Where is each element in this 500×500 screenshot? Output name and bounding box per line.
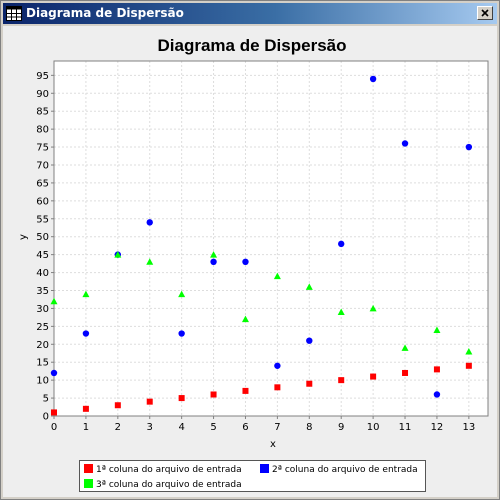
data-point-triangle [210,251,218,258]
data-point-square [306,380,313,387]
data-point-square [82,405,89,412]
data-point-triangle [465,347,473,355]
y-tick-label: 75 [36,143,49,154]
x-tick-label: 11 [399,422,412,433]
data-point-circle [369,75,377,83]
data-point-triangle [369,304,377,312]
plot-area [54,61,488,416]
data-point-triangle [50,297,58,305]
y-tick-label: 85 [36,107,49,118]
data-point-circle [82,330,90,337]
legend-swatch-blue [260,464,269,473]
x-axis-label: x [270,439,276,450]
data-point-circle [306,337,313,344]
data-point-triangle [401,344,409,351]
plot-border [53,60,489,417]
y-tick-label: 10 [36,376,49,387]
data-point-circle [401,140,409,147]
close-icon [481,9,489,17]
y-tick-label: 90 [36,89,49,100]
data-point-circle [210,258,217,266]
x-tick-label: 8 [306,422,312,433]
legend-item-series-3: 3ª coluna do arquivo de entrada [84,479,242,490]
x-tick-label: 7 [274,422,280,433]
x-tick-label: 3 [147,422,153,433]
data-point-circle [338,240,345,248]
y-tick-label: 40 [36,268,49,279]
data-point-square [146,398,153,405]
legend-label: 3ª coluna do arquivo de entrada [96,480,242,490]
data-point-circle [178,330,185,337]
data-point-square [465,362,472,369]
y-tick-label: 60 [36,196,49,207]
data-point-circle [242,258,249,266]
x-tick-label: 10 [367,422,380,433]
data-point-triangle [337,308,345,316]
scatter-chart: Diagrama de Dispersão 0 1 2 3 4 5 6 7 8 9 10 11 12 13… [18,36,489,450]
data-point-square [370,373,377,380]
x-tick-label: 2 [115,422,121,433]
data-point-triangle [241,315,249,323]
data-point-square [274,384,281,391]
data-point-square [210,391,217,398]
x-tick-label: 0 [51,422,57,433]
data-point-triangle [273,272,281,280]
y-tick-label: 70 [36,160,49,171]
window-title: Diagrama de Dispersão [26,6,184,20]
data-point-triangle [114,251,122,258]
chart-title: Diagrama de Dispersão [158,36,347,55]
x-tick-label: 5 [210,422,216,433]
data-point-triangle [433,326,441,333]
data-point-square [178,395,185,402]
data-point-circle [465,143,473,151]
y-axis-label: y [18,234,29,240]
data-point-triangle [146,258,154,265]
legend-item-series-1: 1ª coluna do arquivo de entrada [84,464,242,475]
app-table-icon [6,6,22,21]
y-tick-label: 25 [36,322,49,333]
data-point-square [114,402,121,409]
y-tick-label: 65 [36,178,49,189]
chart-panel: Diagrama de Dispersão 0 1 2 3 4 5 6 7 8 9 10 11 12 13… [3,26,497,497]
data-point-circle [274,362,281,369]
x-tick-label: 12 [431,422,444,433]
y-tick-label: 35 [36,286,49,297]
y-tick-label: 80 [36,125,49,136]
legend-label: 2ª coluna do arquivo de entrada [272,465,418,475]
data-point-triangle [82,290,90,298]
data-point-triangle [305,283,313,290]
data-point-circle [50,369,58,377]
y-tick-label: 45 [36,250,49,261]
data-point-circle [433,391,441,398]
legend-swatch-green [84,479,93,488]
y-tick-label: 95 [36,71,49,82]
data-point-square [402,369,409,376]
x-tick-label: 4 [178,422,184,433]
data-point-triangle [178,290,186,298]
y-tick-label: 55 [36,214,49,225]
legend-item-series-2: 2ª coluna do arquivo de entrada [260,464,418,475]
legend-swatch-red [84,464,93,473]
data-point-circle [146,219,153,226]
x-tick-label: 6 [242,422,248,433]
data-point-square [338,377,345,384]
y-tick-label: 50 [36,232,49,243]
data-point-square [242,387,249,394]
x-tick-label: 9 [338,422,344,433]
y-tick-label: 30 [36,304,49,315]
data-point-square [51,409,57,416]
legend-label: 1ª coluna do arquivo de entrada [96,465,242,475]
data-point-square [433,366,440,373]
x-tick-label: 13 [462,422,475,433]
x-tick-label: 1 [83,422,89,433]
y-tick-label: 0 [43,412,49,423]
y-tick-label: 15 [36,358,49,369]
y-tick-label: 20 [36,340,49,351]
close-button[interactable] [477,6,493,20]
title-bar[interactable]: Diagrama de Dispersão [3,3,497,24]
y-tick-label: 5 [43,394,49,405]
chart-legend: 1ª coluna do arquivo de entrada 2ª colun… [79,460,426,492]
